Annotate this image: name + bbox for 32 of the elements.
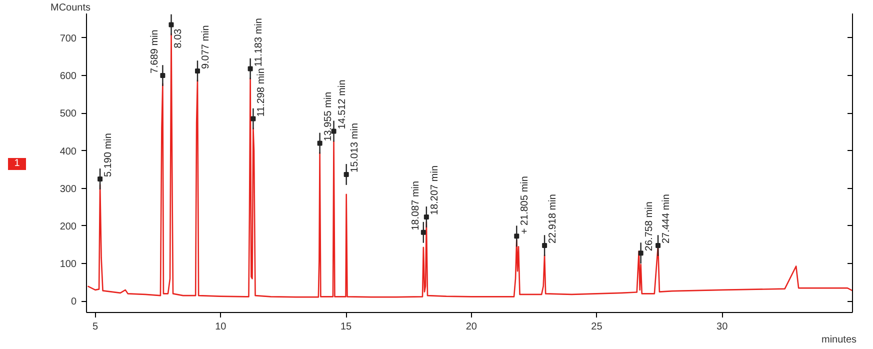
annotation: 11.183 min xyxy=(253,18,264,67)
annotation: 5.190 min xyxy=(103,133,114,177)
y-tick-label: 200 xyxy=(60,221,77,232)
annotation: 9.077 min xyxy=(200,25,212,70)
annotation: 14.512 min xyxy=(336,80,348,130)
y-tick-label: 300 xyxy=(60,184,77,195)
annotation: 18.087 min xyxy=(410,180,422,230)
text: 1 xyxy=(14,158,20,170)
annotation: 26.758 min xyxy=(644,202,655,252)
annotation: 13.955 min xyxy=(322,92,334,142)
annotation: 11.298 min xyxy=(256,68,268,117)
x-tick-label: 30 xyxy=(716,322,728,332)
x-tick-label: 15 xyxy=(340,322,352,332)
annotation: 27.444 min xyxy=(661,194,672,244)
x-tick-label: 5 xyxy=(92,322,98,332)
annotation: 18.207 min xyxy=(429,165,440,215)
y-tick-label: 400 xyxy=(60,146,77,158)
x-axis-title: minutes xyxy=(821,334,856,346)
y-tick-label: 700 xyxy=(60,33,77,44)
x-tick-label: 25 xyxy=(591,322,603,332)
annotation: 15.013 min xyxy=(349,122,360,172)
x-tick-label: 10 xyxy=(215,322,227,332)
annotation: 22.918 min xyxy=(548,194,559,244)
y-axis-title: MCounts xyxy=(50,2,91,14)
y-tick-label: 500 xyxy=(60,108,77,120)
annotation: 8.03 xyxy=(173,28,184,48)
y-tick-label: 600 xyxy=(60,71,77,82)
annotation: + 21.805 min xyxy=(520,176,531,234)
y-tick-label: 0 xyxy=(70,296,77,308)
x-tick-label: 20 xyxy=(466,322,478,332)
annotation: 7.689 min xyxy=(150,30,161,74)
y-tick-label: 100 xyxy=(60,259,77,270)
